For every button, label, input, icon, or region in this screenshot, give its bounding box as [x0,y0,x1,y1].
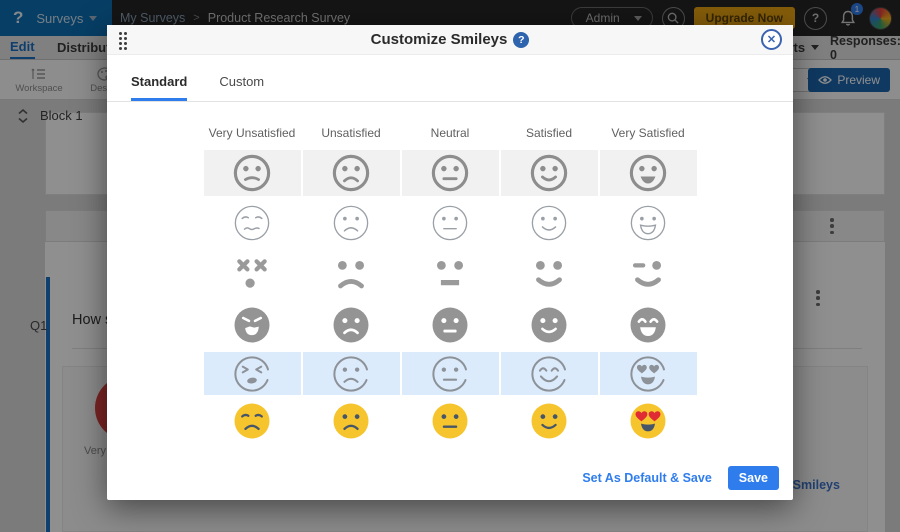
modal-title-text: Customize Smileys [370,31,508,48]
app-logo-icon: ? [13,8,24,27]
column-header: Satisfied [525,126,573,140]
smiley-option-emoji-3[interactable] [501,397,598,445]
chevron-down-icon [811,45,820,50]
smiley-option-thin-2[interactable] [402,198,499,248]
smiley-row-emoji [204,397,697,445]
admin-label: Admin [585,11,620,25]
smiley-option-filled-1[interactable] [303,300,400,350]
chevron-down-icon [633,15,642,21]
column-header: Neutral [430,126,470,140]
column-header: Very Unsatisfied [208,126,296,140]
customize-smileys-modal: Customize Smileys ? ✕ Standard Custom Ve… [107,25,793,500]
eye-icon [818,76,833,84]
smiley-option-emoji-1[interactable] [303,397,400,445]
tab-standard[interactable]: Standard [131,74,188,101]
workspace-label: Workspace [15,82,63,94]
workspace-button[interactable]: Workspace [10,64,68,96]
smiley-option-sketch-2[interactable] [401,352,499,395]
chevron-down-icon [89,15,98,21]
search-icon [667,12,679,24]
modal-title: Customize Smileys ? [371,31,530,48]
smiley-option-emoji-4[interactable] [600,397,697,445]
help-button[interactable]: ? [804,6,827,30]
smiley-option-emoji-0[interactable] [204,397,301,445]
smiley-option-bold-4[interactable] [599,150,697,196]
smiley-option-feat-1[interactable] [303,250,400,298]
preview-label: Preview [837,73,880,87]
avatar[interactable] [869,6,892,30]
column-header: Unsatisfied [321,126,381,140]
save-button[interactable]: Save [727,466,779,490]
upgrade-now-button[interactable]: Upgrade Now [693,7,795,29]
smiley-option-thin-4[interactable] [600,198,697,248]
drag-handle-icon[interactable] [119,32,127,50]
modal-tabs: Standard Custom [107,55,793,102]
question-selected-bar [46,277,50,532]
breadcrumb: My Surveys > Product Research Survey [120,0,350,36]
product-name: Surveys [36,10,84,26]
smiley-option-feat-4[interactable] [600,250,697,298]
breadcrumb-my-surveys[interactable]: My Surveys [120,11,186,25]
smiley-option-thin-3[interactable] [501,198,598,248]
modal-header: Customize Smileys ? ✕ [107,25,793,55]
smiley-option-bold-2[interactable] [401,150,499,196]
responses-count: Responses: 0 [830,33,900,62]
column-header: Very Satisfied [611,126,685,140]
preview-button[interactable]: Preview [808,68,890,92]
close-icon[interactable]: ✕ [761,29,782,50]
smiley-option-bold-1[interactable] [302,150,400,196]
smiley-option-bold-3[interactable] [500,150,598,196]
smiley-option-thin-0[interactable] [204,198,301,248]
smiley-option-bold-0[interactable] [203,150,301,196]
smiley-option-feat-3[interactable] [501,250,598,298]
smiley-option-filled-2[interactable] [402,300,499,350]
design-label: Design [90,82,120,94]
workspace-icon [31,68,45,79]
question-number: Q1 [30,318,48,333]
smiley-option-feat-0[interactable] [204,250,301,298]
smiley-row-thin [204,198,697,248]
smiley-option-thin-1[interactable] [303,198,400,248]
tab-custom[interactable]: Custom [219,74,265,89]
smiley-row-filled [204,300,697,350]
smiley-option-sketch-4[interactable] [599,352,697,395]
set-default-save-button[interactable]: Set As Default & Save [582,471,712,485]
smiley-row-bold [203,150,697,196]
smiley-row-sketch-selected [203,352,697,395]
question-kebab-menu[interactable] [816,290,820,306]
smiley-option-sketch-0[interactable] [203,352,301,395]
question-icon: ? [811,11,820,25]
smiley-option-emoji-2[interactable] [402,397,499,445]
smiley-option-feat-2[interactable] [402,250,499,298]
bell-icon [840,10,856,26]
smiley-option-filled-0[interactable] [204,300,301,350]
block-kebab-menu[interactable] [830,218,834,234]
tab-edit[interactable]: Edit [10,36,35,59]
smiley-option-filled-4[interactable] [600,300,697,350]
surveys-app-menu[interactable]: ? Surveys [0,0,112,36]
breadcrumb-current: Product Research Survey [207,11,351,25]
smiley-grid: Very Unsatisfied Unsatisfied Neutral Sat… [107,102,793,456]
modal-footer: Set As Default & Save Save [107,456,793,500]
tab-distribute[interactable]: Distribute [57,40,118,55]
smiley-option-filled-3[interactable] [501,300,598,350]
notifications-button[interactable]: 1 [836,3,863,30]
collapse-icon[interactable] [18,109,28,123]
smiley-row-feat [204,250,697,298]
notification-badge: 1 [851,3,863,15]
breadcrumb-separator: > [193,12,200,24]
smiley-option-sketch-3[interactable] [500,352,598,395]
block-label: Block 1 [40,108,83,123]
help-icon[interactable]: ? [513,31,530,48]
smiley-option-sketch-1[interactable] [302,352,400,395]
smiley-column-headers: Very Unsatisfied Unsatisfied Neutral Sat… [204,126,697,140]
